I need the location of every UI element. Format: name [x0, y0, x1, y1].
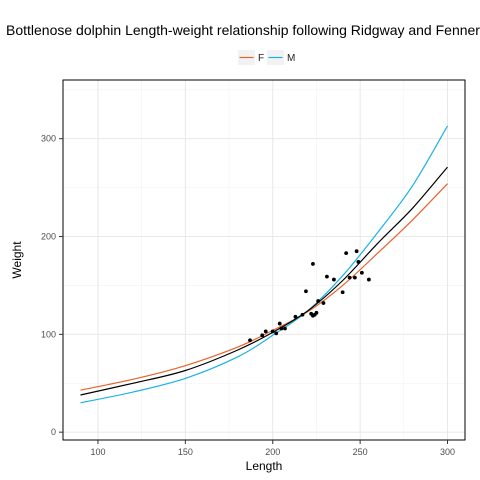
observation-point	[344, 251, 349, 256]
observation-point	[263, 329, 268, 334]
y-tick-label: 100	[41, 329, 56, 339]
observation-point	[283, 326, 287, 331]
axis-ticks: 100 150 200 250 300 0 100 200 300	[41, 134, 455, 457]
x-tick-label: 100	[90, 447, 105, 457]
x-tick-label: 300	[440, 447, 455, 457]
observation-point	[347, 275, 352, 280]
observation-point	[270, 329, 275, 334]
legend-label-m: M	[287, 53, 295, 64]
y-tick-label: 300	[41, 134, 56, 144]
observation-point	[352, 275, 357, 280]
series-lines	[80, 125, 449, 404]
observation-point	[325, 274, 329, 279]
observation-point	[304, 289, 308, 294]
observation-point	[321, 301, 326, 305]
observation-point	[248, 338, 252, 343]
observation-point	[359, 270, 364, 275]
observation-point	[279, 326, 284, 331]
observation-point	[354, 249, 359, 254]
observation-point	[316, 299, 321, 303]
y-tick-label: 200	[41, 232, 56, 242]
series-line-m	[80, 125, 449, 404]
observation-point	[340, 290, 345, 295]
observation-point	[274, 331, 279, 336]
observation-point	[311, 262, 315, 266]
y-axis-label: Weight	[10, 241, 24, 279]
observations	[248, 249, 371, 343]
observation-point	[356, 260, 361, 264]
x-tick-label: 250	[353, 447, 368, 457]
legend-label-f: F	[258, 53, 264, 64]
observation-point	[293, 314, 298, 319]
x-axis-label: Length	[246, 459, 283, 473]
observation-point	[260, 333, 265, 338]
y-tick-label: 0	[51, 427, 56, 437]
series-line-combined	[80, 166, 448, 396]
observation-point	[366, 277, 371, 282]
observation-point	[332, 277, 336, 282]
observation-point	[277, 321, 282, 326]
observation-point	[300, 312, 305, 317]
x-tick-label: 200	[265, 447, 280, 457]
plot-border	[62, 79, 466, 441]
x-tick-label: 150	[178, 447, 193, 457]
observation-point	[314, 310, 319, 315]
chart-title: Bottlenose dolphin Length-weight relatio…	[6, 22, 480, 38]
